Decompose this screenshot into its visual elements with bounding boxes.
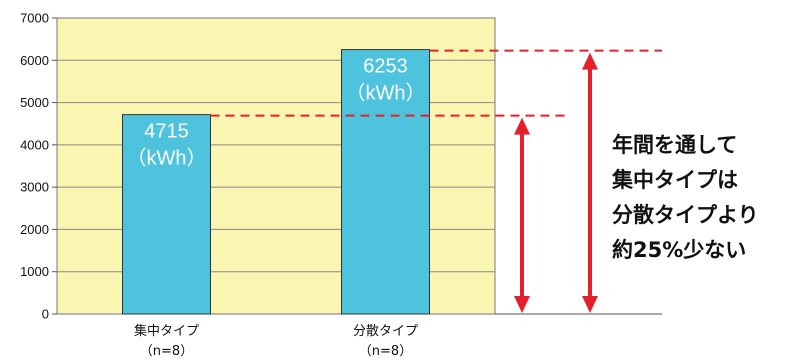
annotation-line-2: 集中タイプは: [612, 168, 738, 192]
arrow-head-up: [514, 117, 530, 135]
y-tick-label: 3000: [20, 180, 49, 195]
arrow-head-down: [582, 296, 598, 313]
y-axis: 0 1000 2000 3000 4000 5000 6000 7000: [20, 11, 57, 322]
y-tick-label: 0: [42, 307, 49, 322]
arrow-head-down: [514, 296, 530, 313]
x-category-sublabel: （n=8）: [359, 344, 412, 359]
annotation-text: 年間を通して 集中タイプは 分散タイプより 約25%少ない: [612, 128, 782, 268]
bar-value-label: 4715: [144, 121, 189, 143]
x-category-label: 集中タイプ: [134, 323, 199, 339]
annotation-line-4: 約25%少ない: [612, 238, 747, 262]
arrow-head-up: [582, 52, 598, 70]
x-category-label: 分散タイプ: [353, 324, 418, 339]
annotation-line-1: 年間を通して: [612, 133, 738, 157]
y-tick-label: 4000: [20, 137, 49, 152]
x-axis: 集中タイプ （n=8） 分散タイプ （n=8）: [134, 323, 418, 359]
bar-value-label: 6253: [363, 56, 408, 78]
bars: 4715 （kWh） 6253 （kWh）: [122, 49, 430, 315]
x-category-sublabel: （n=8）: [140, 344, 193, 359]
bar-unit-label: （kWh）: [127, 147, 207, 170]
bar-unit-label: （kWh）: [346, 82, 426, 105]
difference-annotation: [210, 49, 662, 315]
y-tick-label: 5000: [20, 95, 49, 110]
annotation-line-3: 分散タイプより: [612, 203, 759, 227]
bar: [341, 49, 430, 315]
y-tick-label: 6000: [20, 53, 49, 68]
y-tick-label: 1000: [20, 264, 49, 279]
y-tick-label: 7000: [20, 11, 49, 26]
bar: [122, 114, 211, 315]
y-tick-label: 2000: [20, 222, 49, 237]
